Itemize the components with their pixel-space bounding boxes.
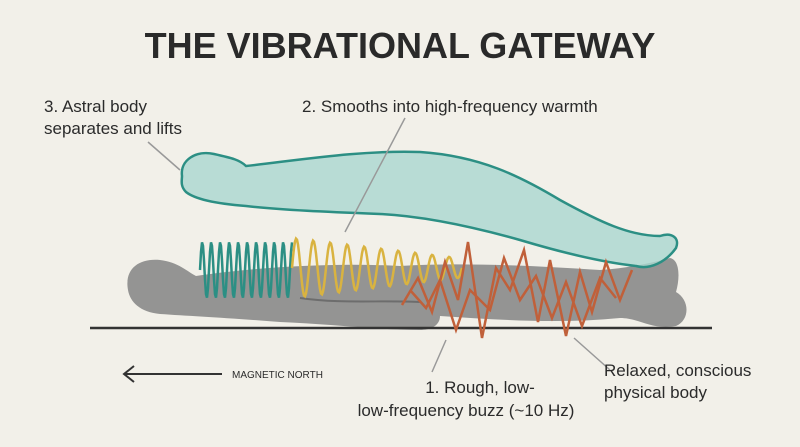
body-crease — [299, 297, 421, 303]
red-zigzag — [400, 241, 634, 339]
waves — [198, 236, 634, 339]
rough-label: 1. Rough, low- — [425, 378, 535, 397]
north-arrow — [122, 365, 222, 383]
smooth-label: 2. Smooths into high-frequency warmth — [302, 97, 598, 116]
yellow-wave — [290, 236, 464, 299]
red-zigzag — [409, 253, 617, 334]
title: THE VIBRATIONAL GATEWAY — [145, 25, 656, 66]
rough-label: low-frequency buzz (~10 Hz) — [358, 401, 575, 420]
north-label: MAGNETIC NORTH — [232, 370, 323, 381]
physical-label: Relaxed, conscious — [604, 361, 751, 380]
astral-body — [180, 150, 679, 269]
physical-label: physical body — [604, 383, 708, 402]
callout-line — [431, 339, 447, 373]
arrow-head — [122, 365, 135, 383]
callout-line — [573, 337, 611, 371]
callout-lines — [147, 117, 611, 373]
astral-label: 3. Astral body — [44, 97, 148, 116]
teal-wave — [198, 242, 294, 298]
callout-line — [344, 117, 406, 233]
callout-line — [147, 141, 181, 171]
astral-label: separates and lifts — [44, 119, 182, 138]
